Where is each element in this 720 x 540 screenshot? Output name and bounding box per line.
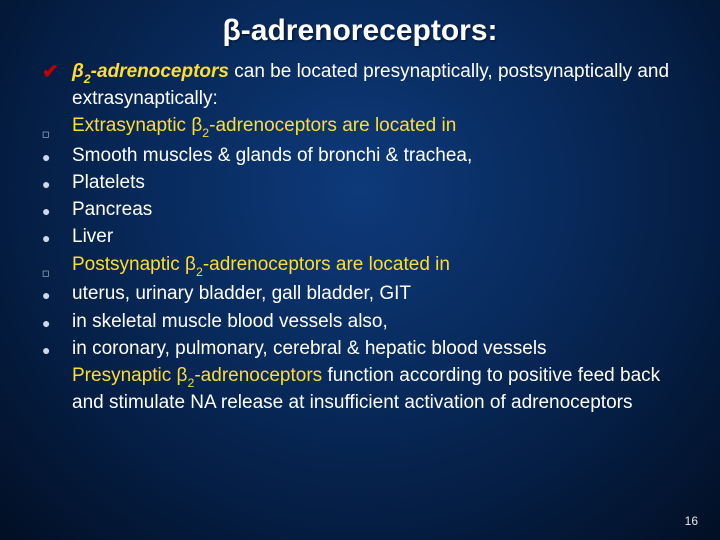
line-lead: Platelets xyxy=(72,172,145,193)
slide-title: β-adrenoreceptors: xyxy=(28,14,692,48)
line-lead: Postsynaptic β2-adrenoceptors are locate… xyxy=(72,254,450,275)
content-line: ●Platelets xyxy=(28,171,692,195)
line-text: Postsynaptic β2-adrenoceptors are locate… xyxy=(72,253,692,280)
line-text: Extrasynaptic β2-adrenoceptors are locat… xyxy=(72,114,692,141)
line-text: β2-adrenoceptors can be located presynap… xyxy=(72,60,692,111)
disc-icon: ● xyxy=(28,337,72,361)
line-text: in coronary, pulmonary, cerebral & hepat… xyxy=(72,337,692,361)
content-line: ◻Extrasynaptic β2-adrenoceptors are loca… xyxy=(28,114,692,141)
slide: β-adrenoreceptors: ✔β2-adrenoceptors can… xyxy=(0,0,720,540)
content-line: ●Pancreas xyxy=(28,198,692,222)
content-line: ●Liver xyxy=(28,225,692,249)
square-icon: ◻ xyxy=(28,253,72,277)
square-icon: ◻ xyxy=(28,114,72,138)
disc-icon: ● xyxy=(28,225,72,249)
line-text: in skeletal muscle blood vessels also, xyxy=(72,310,692,334)
line-lead: Smooth muscles & glands of bronchi & tra… xyxy=(72,145,472,166)
line-lead: β2-adrenoceptors xyxy=(72,61,234,82)
line-lead: Pancreas xyxy=(72,199,152,220)
line-lead: in skeletal muscle blood vessels also, xyxy=(72,311,388,332)
content-line: ●in coronary, pulmonary, cerebral & hepa… xyxy=(28,337,692,361)
disc-icon: ● xyxy=(28,198,72,222)
line-text: uterus, urinary bladder, gall bladder, G… xyxy=(72,282,692,306)
content-line: ◻Postsynaptic β2-adrenoceptors are locat… xyxy=(28,253,692,280)
disc-icon: ● xyxy=(28,282,72,306)
closing-lead: Presynaptic β2-adrenoceptors xyxy=(72,365,327,386)
line-text: Liver xyxy=(72,225,692,249)
page-number: 16 xyxy=(685,514,698,528)
line-text: Smooth muscles & glands of bronchi & tra… xyxy=(72,144,692,168)
line-lead: Liver xyxy=(72,226,113,247)
line-lead: uterus, urinary bladder, gall bladder, G… xyxy=(72,283,411,304)
disc-icon: ● xyxy=(28,171,72,195)
content-line: ✔β2-adrenoceptors can be located presyna… xyxy=(28,60,692,111)
line-text: Platelets xyxy=(72,171,692,195)
content-line: ●uterus, urinary bladder, gall bladder, … xyxy=(28,282,692,306)
closing-paragraph: Presynaptic β2-adrenoceptors function ac… xyxy=(28,364,692,415)
disc-icon: ● xyxy=(28,144,72,168)
check-icon: ✔ xyxy=(28,60,72,86)
disc-icon: ● xyxy=(28,310,72,334)
content-list: ✔β2-adrenoceptors can be located presyna… xyxy=(28,60,692,361)
content-line: ●in skeletal muscle blood vessels also, xyxy=(28,310,692,334)
line-text: Pancreas xyxy=(72,198,692,222)
line-lead: Extrasynaptic β2-adrenoceptors are locat… xyxy=(72,115,456,136)
line-lead: in coronary, pulmonary, cerebral & hepat… xyxy=(72,338,547,359)
content-line: ●Smooth muscles & glands of bronchi & tr… xyxy=(28,144,692,168)
